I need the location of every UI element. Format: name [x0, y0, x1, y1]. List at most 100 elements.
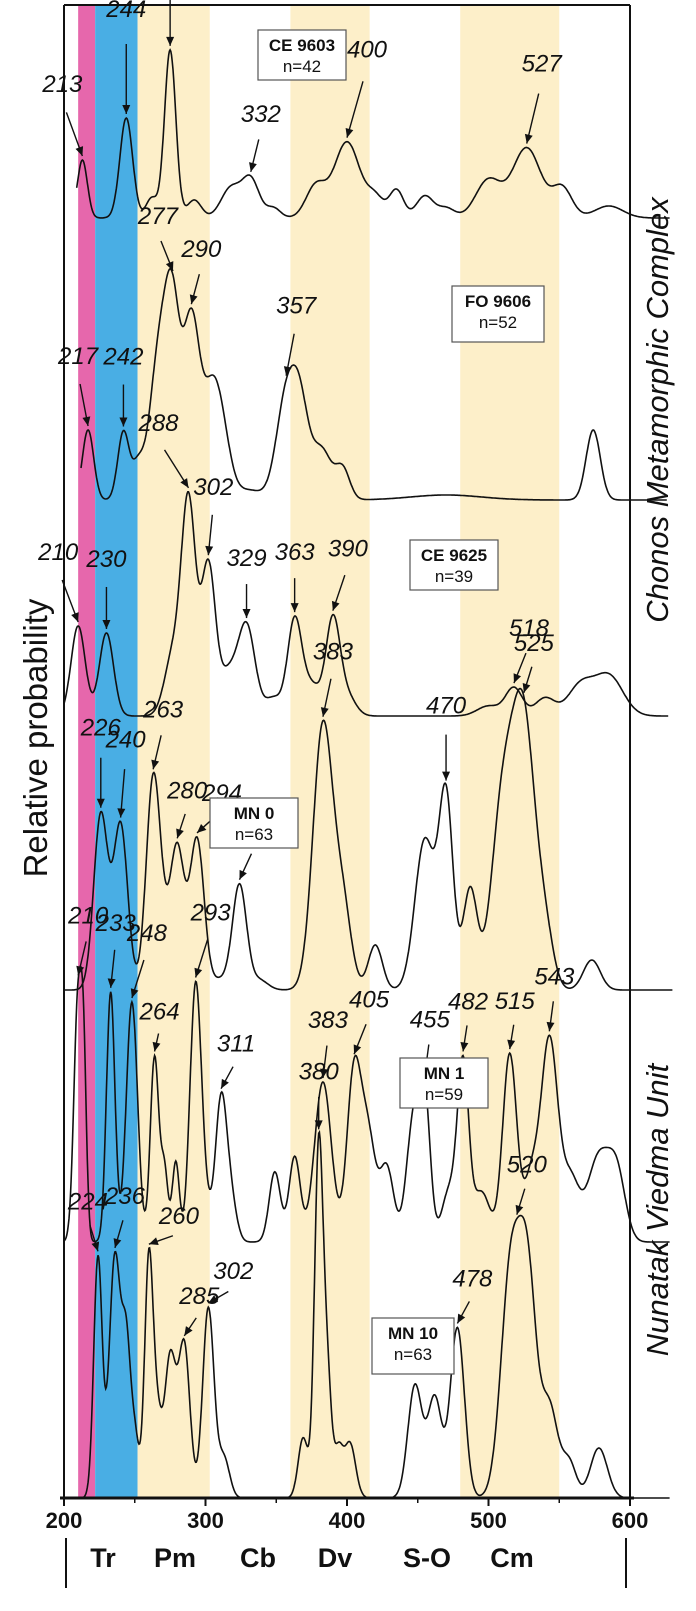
- sample-count-ce-9603: n=42: [283, 57, 321, 76]
- peak-label-mn-0-470: 470: [426, 693, 467, 720]
- group-label-nunatak: Nunatak Viedma Unit: [640, 1062, 675, 1356]
- x-tick-label-300: 300: [187, 1508, 224, 1533]
- peak-arrowhead-ce-9603-275: [166, 36, 175, 46]
- peak-arrowhead-mn-10-478: [457, 1313, 466, 1324]
- sample-box-mn-0: [209, 797, 299, 849]
- peak-arrowhead-mn-10-520: [515, 1204, 524, 1215]
- peak-label-mn-1-311: 311: [217, 1031, 255, 1058]
- peak-arrowhead-ce-9603-332: [249, 162, 257, 172]
- peak-arrowhead-mn-1-264: [152, 1041, 161, 1052]
- peak-arrowhead-mn-1-233: [107, 978, 116, 988]
- peak-label-mn-0-240: 240: [105, 727, 147, 754]
- peak-label-mn-10-302: 302: [213, 1258, 253, 1285]
- peak-label-mn-0-280: 280: [166, 777, 208, 804]
- peak-arrowhead-ce-9625-288: [180, 478, 189, 488]
- peak-label-mn-0-525: 525: [514, 630, 555, 657]
- period-band-tr: [78, 5, 96, 1498]
- peak-label-ce-9625-329: 329: [227, 545, 267, 572]
- peak-arrowhead-mn-1-293: [194, 967, 203, 978]
- sample-count-mn-1: n=59: [425, 1085, 463, 1104]
- peak-arrowhead-mn-1-515: [507, 1039, 516, 1050]
- peak-label-mn-1-210: 210: [67, 902, 109, 929]
- period-label-dv: Dv: [318, 1543, 353, 1573]
- sample-box-mn-10: [371, 1317, 455, 1375]
- x-tick-label-400: 400: [329, 1508, 366, 1533]
- peak-arrow-ce-9603-400: [346, 81, 364, 138]
- peak-label-mn-10-478: 478: [452, 1265, 493, 1292]
- sample-box-ce-9625: [409, 539, 499, 591]
- curve-mn-1: [63, 964, 670, 1243]
- peak-arrowhead-mn-0-324: [239, 869, 247, 880]
- peak-label-mn-10-224: 224: [67, 1188, 108, 1215]
- peak-arrowhead-mn-10-236: [113, 1238, 122, 1248]
- peak-label-mn-1-455: 455: [410, 1006, 451, 1033]
- curve-mn-10: [64, 1129, 670, 1499]
- peak-arrowhead-ce-9603-400: [345, 127, 354, 138]
- peak-label-fo-9606-357: 357: [276, 293, 318, 320]
- period-band-dv: [290, 5, 370, 1498]
- peak-arrowhead-ce-9625-329: [242, 609, 251, 619]
- peak-label-ce-9625-210: 210: [37, 539, 79, 566]
- peak-arrowhead-mn-1-543: [546, 1021, 555, 1032]
- group-label-chonos: Chonos Metamorphic Complex: [640, 196, 675, 623]
- peak-arrowhead-mn-1-210: [76, 965, 85, 976]
- period-labels: Tr Pm Cb Dv S-O Cm: [65, 1538, 627, 1588]
- peak-arrowhead-mn-10-224: [91, 1241, 100, 1252]
- curve-fo-9606: [80, 267, 667, 501]
- peak-label-mn-1-248: 248: [126, 920, 168, 947]
- sample-name-mn-10: MN 10: [388, 1324, 438, 1343]
- sample-count-fo-9606: n=52: [479, 313, 517, 332]
- peak-arrowhead-ce-9603-213: [75, 146, 84, 156]
- x-tick-label-200: 200: [46, 1508, 83, 1533]
- peak-label-fo-9606-277: 277: [137, 203, 180, 230]
- period-band-band1: [95, 5, 138, 1498]
- peak-label-mn-10-520: 520: [507, 1152, 548, 1179]
- sample-box-fo-9606: [451, 285, 545, 343]
- peak-arrowhead-ce-9603-244: [122, 104, 131, 114]
- peak-label-mn-1-264: 264: [139, 999, 180, 1026]
- peak-label-ce-9603-527: 527: [522, 51, 564, 78]
- peak-arrowhead-mn-0-226: [96, 798, 105, 808]
- peak-label-ce-9625-363: 363: [275, 539, 316, 566]
- peak-label-ce-9625-518: 518: [509, 615, 550, 642]
- sample-count-mn-0: n=63: [235, 825, 273, 844]
- peak-label-mn-10-236: 236: [104, 1183, 146, 1210]
- peak-label-mn-1-293: 293: [190, 900, 232, 927]
- curve-mn-0: [64, 687, 673, 991]
- x-axis: 200 300 400 500 600: [46, 1498, 649, 1533]
- y-axis-label: Relative probability: [17, 598, 54, 877]
- sample-name-ce-9603: CE 9603: [269, 36, 335, 55]
- peak-label-mn-10-285: 285: [178, 1283, 220, 1310]
- peak-arrowhead-mn-10-302: [208, 1295, 219, 1304]
- period-label-so: S-O: [403, 1543, 451, 1573]
- peak-arrowhead-mn-0-383: [320, 707, 329, 717]
- peak-arrowhead-fo-9606-242: [119, 417, 128, 427]
- sample-count-ce-9625: n=39: [435, 567, 473, 586]
- peak-label-mn-1-482: 482: [448, 988, 488, 1015]
- sample-name-fo-9606: FO 9606: [465, 292, 531, 311]
- period-label-cm: Cm: [490, 1543, 534, 1573]
- peak-label-fo-9606-290: 290: [180, 236, 222, 263]
- peak-arrowhead-mn-1-482: [460, 1041, 469, 1052]
- peak-label-fo-9606-242: 242: [102, 344, 143, 371]
- period-label-tr: Tr: [90, 1543, 116, 1573]
- peak-label-mn-10-380: 380: [299, 1058, 340, 1085]
- probability-curves: [63, 48, 673, 1499]
- peak-arrowhead-mn-1-383: [320, 1068, 329, 1078]
- peak-arrowhead-ce-9625-302: [205, 545, 214, 556]
- peak-label-mn-1-543: 543: [534, 963, 575, 990]
- period-label-pm: Pm: [154, 1543, 196, 1573]
- peak-label-mn-10-260: 260: [158, 1203, 200, 1230]
- peak-label-mn-1-515: 515: [495, 988, 536, 1015]
- sample-count-mn-10: n=63: [394, 1345, 432, 1364]
- peak-arrowhead-fo-9606-217: [82, 416, 91, 426]
- peak-arrowhead-fo-9606-277: [165, 261, 174, 271]
- peak-arrowhead-fo-9606-357: [283, 366, 292, 376]
- peak-annotations: 2132442753324005272172422772903572102302…: [37, 0, 575, 1337]
- x-tick-label-600: 600: [612, 1508, 649, 1533]
- sample-name-mn-1: MN 1: [424, 1064, 465, 1083]
- sample-boxes: CE 9603 n=42 FO 9606 n=52 CE 9625 n=39 MN 0 n=6…: [209, 29, 545, 1375]
- peak-arrowhead-mn-0-263: [151, 759, 160, 770]
- peak-arrowhead-mn-0-240: [117, 808, 126, 818]
- peak-label-mn-0-226: 226: [80, 715, 122, 742]
